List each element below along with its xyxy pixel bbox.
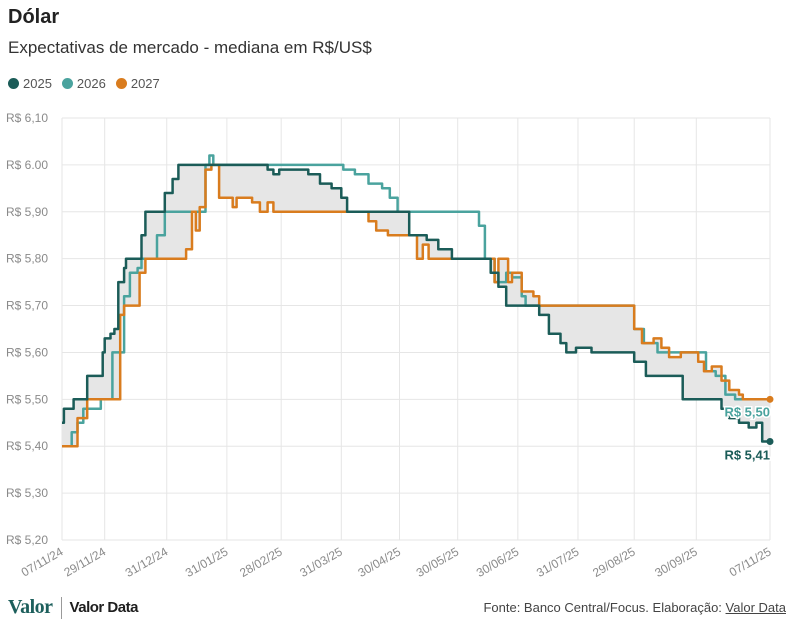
- x-tick-label: 31/01/25: [183, 544, 231, 580]
- line-chart: R$ 5,20 R$ 5,30 R$ 5,40 R$ 5,50 R$ 5,60 R$ 5,…: [6, 111, 774, 580]
- y-tick-label: R$ 6.00: [6, 158, 48, 172]
- x-tick-label: 31/12/24: [123, 544, 171, 580]
- x-tick-label: 30/06/25: [474, 544, 522, 580]
- source-text: Fonte: Banco Central/Focus. Elaboração:: [483, 600, 726, 615]
- valor-logo: Valor Valor Data: [8, 596, 138, 619]
- end-label-2025: R$ 5,41: [724, 448, 770, 463]
- logo-valor: Valor: [8, 596, 53, 618]
- end-label-2026: R$ 5,50: [724, 404, 770, 419]
- y-tick-label: R$ 5,30: [6, 486, 48, 500]
- legend-label-2027: 2027: [130, 76, 160, 91]
- legend-label-2026: 2026: [76, 76, 106, 91]
- legend-label-2025: 2025: [23, 76, 52, 91]
- chart-subtitle: Expectativas de mercado - mediana em R$/…: [8, 38, 372, 57]
- x-tick-label: 31/03/25: [297, 544, 345, 580]
- legend-item-2025[interactable]: 2025: [8, 76, 52, 91]
- legend-item-2027[interactable]: 2027: [115, 76, 160, 91]
- logo-valor-data: Valor Data: [69, 599, 139, 616]
- series-line-2025: [62, 163, 770, 443]
- y-tick-label: R$ 5,90: [6, 205, 48, 219]
- x-tick-label: 29/11/24: [61, 544, 108, 579]
- end-marker-2025: [766, 438, 774, 446]
- legend-swatch-2025: [8, 78, 19, 89]
- x-tick-label: 07/11/25: [727, 544, 774, 579]
- x-tick-label: 30/09/25: [652, 544, 700, 580]
- legend-swatch-2026: [61, 78, 73, 89]
- logo-divider: [60, 596, 62, 619]
- source-link[interactable]: Valor Data: [725, 600, 786, 615]
- x-tick-label: 07/11/24: [19, 544, 66, 579]
- x-tick-label: 31/07/25: [534, 544, 582, 580]
- legend-item-2026[interactable]: 2026: [61, 76, 106, 91]
- y-tick-label: R$ 5,60: [6, 345, 48, 359]
- x-tick-label: 30/04/25: [356, 544, 404, 580]
- y-tick-label: R$ 5,40: [6, 439, 48, 453]
- source-note: Fonte: Banco Central/Focus. Elaboração: …: [483, 600, 786, 615]
- x-tick-label: 28/02/25: [237, 544, 285, 580]
- footer: Valor Valor Data Fonte: Banco Central/Fo…: [0, 594, 796, 626]
- x-tick-label: 29/08/25: [590, 544, 638, 580]
- y-tick-label: R$ 5,50: [6, 392, 48, 406]
- chart-title: Dólar: [8, 6, 60, 28]
- legend: 2025 2026 2027: [8, 76, 160, 91]
- y-tick-label: R$ 6,10: [6, 111, 48, 125]
- y-tick-label: R$ 5,80: [6, 252, 48, 266]
- y-tick-label: R$ 5,20: [6, 533, 48, 547]
- x-tick-label: 30/05/25: [414, 544, 462, 580]
- end-marker-2027: [766, 395, 774, 403]
- series-line-2027: [62, 163, 770, 448]
- y-tick-label: R$ 5,70: [6, 299, 48, 313]
- legend-swatch-2027: [115, 78, 127, 89]
